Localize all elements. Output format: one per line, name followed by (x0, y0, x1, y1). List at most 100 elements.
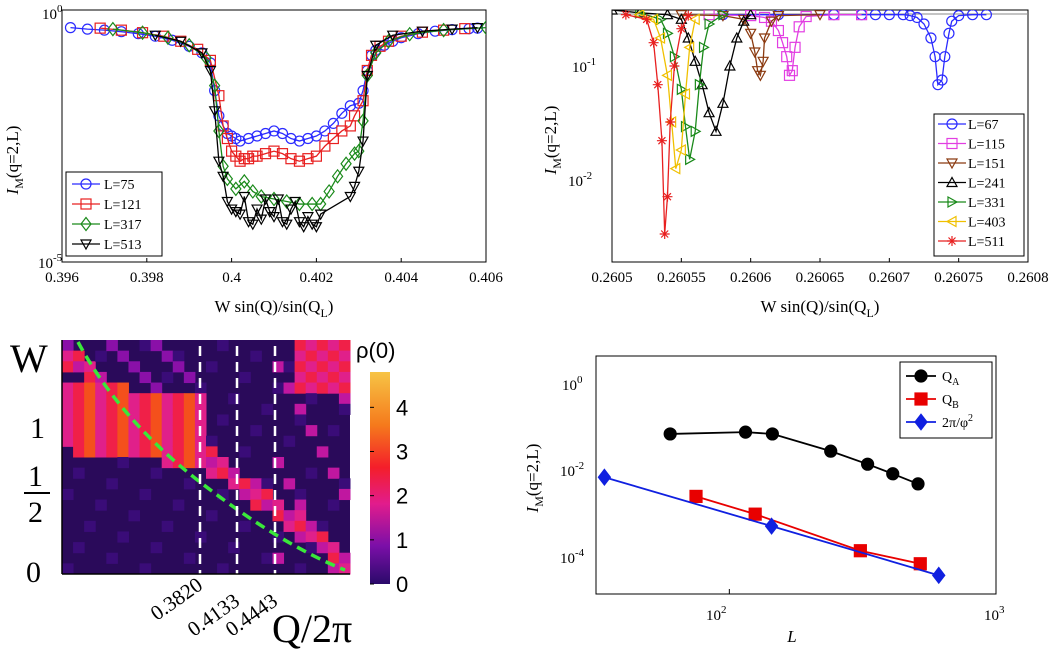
a-point-3-26 (301, 212, 314, 223)
heatmap-cell-9-6 (161, 403, 174, 415)
b-legend-marker-2 (945, 158, 959, 170)
heatmap-cell-8-7 (150, 414, 163, 426)
heatmap-cell-9-17 (161, 520, 174, 532)
heatmap-cell-23-17 (316, 520, 329, 532)
heatmap-cell-3-7 (95, 414, 107, 426)
heatmap-cell-25-3 (338, 371, 351, 384)
b-point-2-4 (748, 47, 761, 59)
heatmap-cell-16-13 (239, 478, 251, 490)
heatmap-cell-0-0 (62, 340, 74, 352)
d-legend-marker-0 (914, 369, 928, 383)
heatmap-cell-22-2 (305, 361, 318, 373)
a-point-3-32 (352, 166, 365, 178)
d-legend-label-1: QB (942, 393, 959, 411)
b-point-6-4 (656, 135, 667, 146)
b-point-0-19 (980, 10, 992, 21)
b-point-0-10 (925, 32, 937, 44)
heatmap-cell-3-6 (95, 403, 107, 415)
b-point-1-6 (781, 51, 793, 63)
heatmap-cell-16-14 (239, 488, 251, 501)
heatmap-cell-12-7 (194, 414, 207, 426)
a-point-3-25 (297, 222, 310, 233)
c-ylabel-w: W (10, 336, 48, 381)
b-ytick-2: 10-2 (568, 170, 592, 190)
heatmap-cell-13-10 (206, 446, 218, 458)
b-point-2-3 (744, 28, 757, 40)
a-point-3-38 (446, 24, 459, 36)
d-point-2-0 (597, 468, 612, 486)
heatmap-cell-10-8 (172, 425, 185, 437)
heatmap-cell-21-15 (294, 499, 307, 511)
panel-a: 0.396 0.398 0.4 0.402 0.404 0.406 100 10-5 W … (3, 3, 503, 320)
b-point-2-8 (758, 33, 771, 45)
heatmap-cell-5-7 (117, 414, 129, 426)
d-ytick-4: 10-4 (560, 547, 585, 567)
b-point-0-4 (869, 10, 882, 21)
b-point-4-8 (694, 78, 706, 91)
a-point-2-28 (437, 22, 450, 38)
heatmap-cell-2-8 (84, 425, 96, 437)
heatmap-cell-11-9 (183, 435, 196, 447)
heatmap-cell-1-2 (73, 361, 85, 373)
a-point-0-26 (319, 125, 331, 137)
heatmap-cell-1-6 (73, 403, 85, 415)
c-ytick-half-num: 1 (28, 460, 43, 493)
heatmap-cell-17-14 (250, 488, 262, 501)
heatmap-cell-24-3 (327, 371, 340, 384)
heatmap-cell-21-18 (294, 531, 307, 543)
a-legend-label-3: L=513 (104, 238, 141, 253)
b-legend-marker-6 (947, 236, 957, 246)
a-point-1-14 (242, 153, 255, 165)
b-series-line-2 (681, 14, 821, 78)
heatmap-cell-8-4 (150, 382, 163, 394)
a-point-0-23 (293, 135, 306, 147)
heatmap-cell-1-4 (73, 382, 85, 394)
heatmap-cell-2-3 (84, 371, 96, 384)
heatmap-cell-2-2 (84, 361, 96, 373)
heatmap-cell-25-13 (338, 478, 351, 490)
b-point-1-5 (776, 37, 789, 49)
heatmap-cell-2-9 (84, 435, 96, 447)
heatmap-cell-20-4 (283, 382, 296, 394)
heatmap-cell-0-5 (62, 393, 74, 405)
a-legend-label-1: L=121 (104, 198, 141, 213)
heatmap-cell-0-2 (62, 361, 74, 373)
b-point-5-2 (654, 31, 666, 45)
c-ytick-half-den: 2 (28, 496, 43, 529)
heatmap-cell-3-4 (95, 382, 107, 394)
heatmap-cell-8-5 (150, 393, 163, 405)
heatmap-green-dashed-curve (76, 341, 346, 572)
b-point-5-7 (679, 87, 691, 101)
b-point-4-5 (680, 120, 692, 133)
b-point-2-6 (754, 70, 767, 82)
heatmap-cell-21-1 (294, 350, 307, 362)
d-xlabel: L (786, 627, 796, 646)
d-series-line-1 (695, 495, 921, 565)
heatmap-cell-7-14 (139, 488, 152, 501)
a-point-3-12 (242, 217, 255, 228)
heatmap-cell-0-14 (62, 488, 74, 501)
heatmap-cell-22-17 (305, 520, 318, 532)
a-point-3-14 (251, 204, 264, 216)
a-point-1-0 (94, 22, 106, 34)
a-point-3-2 (195, 48, 208, 60)
a-point-3-30 (344, 191, 357, 203)
heatmap-cell-25-20 (338, 552, 351, 564)
heatmap-cell-7-6 (139, 403, 152, 415)
heatmap-cell-10-7 (172, 414, 185, 426)
a-point-0-24 (302, 132, 314, 145)
heatmap-cell-11-7 (183, 414, 196, 426)
b-xtick-0: 0.2605 (591, 270, 632, 286)
heatmap-cell-14-0 (217, 340, 229, 352)
heatmap-cell-4-9 (106, 435, 118, 447)
heatmap-cell-20-2 (283, 361, 296, 373)
heatmap-cell-16-17 (239, 520, 251, 532)
a-point-3-22 (284, 204, 297, 216)
heatmap-cell-16-3 (239, 371, 251, 384)
heatmap-cell-19-16 (272, 510, 285, 522)
a-legend: L=75 L=121 L=317 L=513 (65, 171, 163, 257)
a-point-3-13 (246, 219, 259, 231)
a-xtick-2: 0.4 (222, 270, 241, 286)
heatmap-cell-4-6 (106, 403, 118, 415)
b-point-0-8 (911, 11, 923, 24)
